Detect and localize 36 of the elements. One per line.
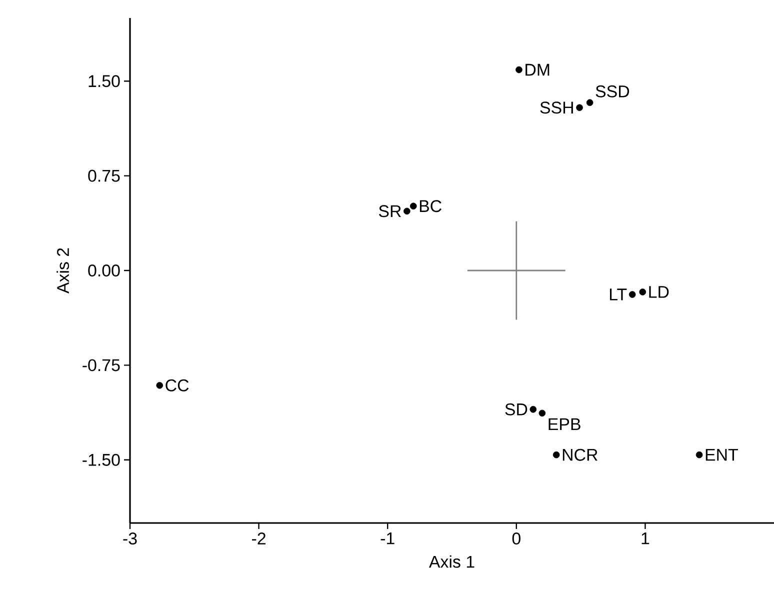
annotation: LT: [610, 288, 627, 300]
point: [639, 288, 646, 296]
annotation: SR: [378, 205, 401, 218]
annotation: EPB: [548, 418, 580, 430]
point: [696, 451, 703, 458]
annotation: NCR: [562, 448, 598, 461]
x-tick-label: 0: [512, 532, 520, 545]
point: [410, 202, 417, 210]
annotation: BC: [420, 200, 442, 212]
point: [586, 99, 594, 106]
x-tick-label: -2: [252, 532, 266, 544]
annotation: LD: [649, 286, 669, 298]
point: [530, 406, 537, 413]
annotation: CC: [166, 379, 189, 392]
x-tick-label: -1: [380, 532, 394, 544]
point: [516, 66, 522, 74]
x-axis-title: Axis 1: [428, 555, 474, 568]
annotation: SD: [505, 403, 528, 416]
x-tick-label: -3: [123, 532, 137, 545]
y-axis-title: Axis 2: [56, 248, 70, 294]
y-tick-label: -0.75: [82, 359, 120, 372]
y-tick-label: 0.75: [88, 170, 120, 182]
point: [538, 410, 546, 417]
annotation: ENT: [706, 448, 738, 461]
annotation: SSD: [596, 85, 630, 98]
y-tick-label: 1.50: [88, 75, 120, 88]
x-tick-label: 1: [642, 532, 650, 544]
y-tick-label: 0.00: [88, 264, 120, 276]
y-tick-label: -1.50: [82, 454, 120, 466]
annotation: DM: [526, 64, 550, 76]
point: [576, 104, 583, 112]
annotation: SSH: [540, 102, 573, 114]
point: [552, 451, 560, 458]
point: [156, 382, 164, 389]
point: [404, 208, 410, 215]
point: [628, 291, 636, 298]
